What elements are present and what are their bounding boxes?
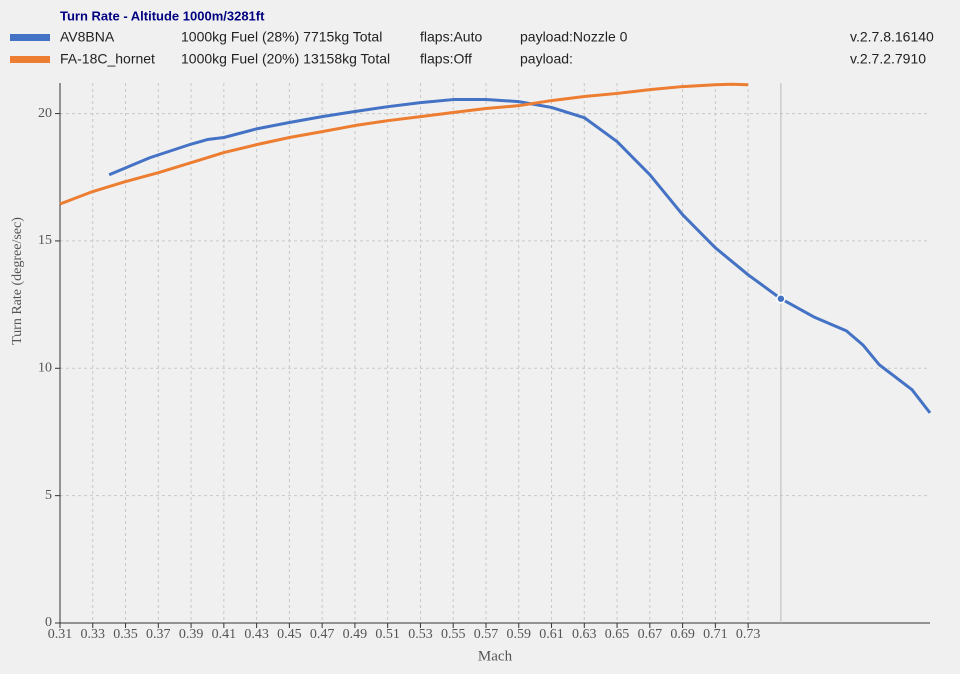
x-tick-label: 0.59 xyxy=(507,627,532,642)
x-tick-label: 0.47 xyxy=(310,627,335,642)
series-line xyxy=(108,98,932,414)
legend-fuel: 1000kg Fuel (20%) 13158kg Total xyxy=(181,51,390,67)
x-tick-label: 0.63 xyxy=(572,627,597,642)
x-tick-label: 0.33 xyxy=(81,627,106,642)
legend-version: v.2.7.8.16140 xyxy=(850,29,934,45)
hover-point xyxy=(776,293,786,304)
y-axis-label: Turn Rate (degree/sec) xyxy=(10,217,25,345)
x-tick-label: 0.73 xyxy=(736,627,761,642)
x-tick-label: 0.69 xyxy=(670,627,695,642)
x-tick-label: 0.31 xyxy=(48,627,73,642)
x-tick-label: 0.51 xyxy=(375,627,400,642)
y-tick-label: 20 xyxy=(38,106,52,121)
legend-payload: payload: xyxy=(520,51,573,67)
x-tick-label: 0.37 xyxy=(146,627,171,642)
x-tick-label: 0.65 xyxy=(605,627,630,642)
y-tick-label: 5 xyxy=(45,488,52,503)
legend-name: FA-18C_hornet xyxy=(60,51,155,67)
x-tick-label: 0.41 xyxy=(212,627,237,642)
x-tick-label: 0.61 xyxy=(539,627,564,642)
y-tick-label: 0 xyxy=(45,615,52,630)
y-tick-label: 10 xyxy=(38,361,52,376)
legend-fuel: 1000kg Fuel (28%) 7715kg Total xyxy=(181,29,382,45)
legend-flaps: flaps:Off xyxy=(420,51,472,67)
x-tick-label: 0.67 xyxy=(638,627,663,642)
x-tick-label: 0.35 xyxy=(113,627,138,642)
x-tick-label: 0.53 xyxy=(408,627,433,642)
x-tick-label: 0.57 xyxy=(474,627,499,642)
legend-payload: payload:Nozzle 0 xyxy=(520,29,628,45)
x-tick-label: 0.43 xyxy=(244,627,269,642)
series-line xyxy=(59,82,749,206)
legend-name: AV8BNA xyxy=(60,29,115,45)
legend-version: v.2.7.2.7910 xyxy=(850,51,926,67)
legend-flaps: flaps:Auto xyxy=(420,29,482,45)
legend-swatch xyxy=(10,34,50,41)
x-tick-label: 0.39 xyxy=(179,627,204,642)
x-tick-label: 0.49 xyxy=(343,627,368,642)
x-tick-label: 0.55 xyxy=(441,627,466,642)
x-axis-label: Mach xyxy=(478,648,513,664)
chart-title: Turn Rate - Altitude 1000m/3281ft xyxy=(60,8,265,23)
y-tick-label: 15 xyxy=(38,233,52,248)
x-tick-label: 0.45 xyxy=(277,627,302,642)
legend-swatch xyxy=(10,56,50,63)
x-tick-label: 0.71 xyxy=(703,627,728,642)
